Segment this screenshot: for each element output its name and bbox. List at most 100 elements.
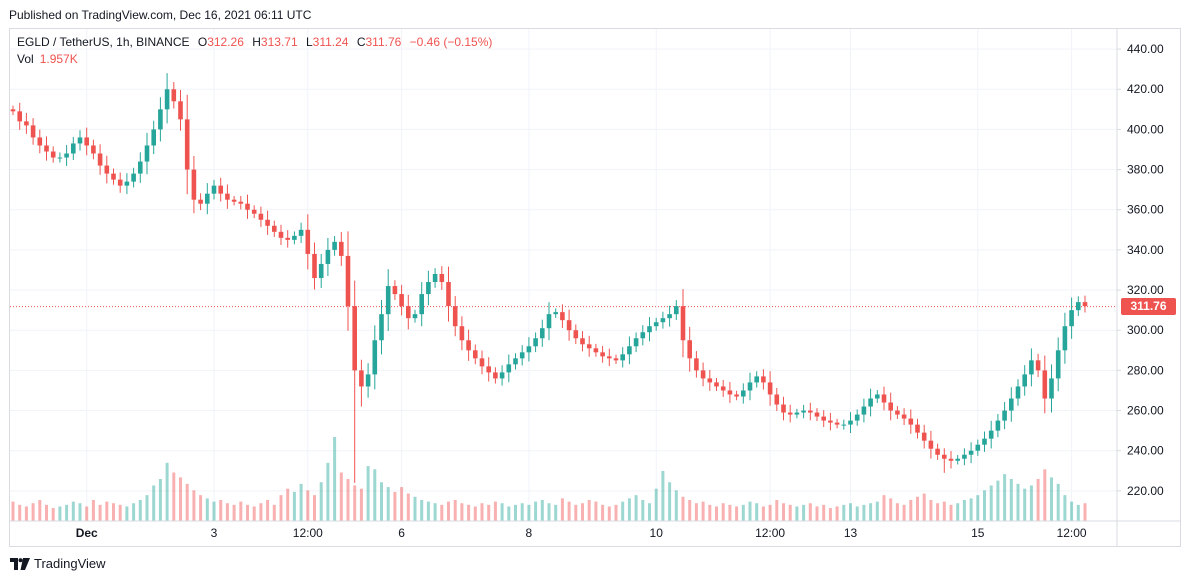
volume-bar — [701, 501, 705, 521]
volume-bar — [78, 503, 82, 521]
candle-body — [620, 354, 625, 361]
symbol-label[interactable]: EGLD / TetherUS, 1h, BINANCE — [17, 35, 190, 49]
time-tick-label: 8 — [526, 526, 533, 540]
candle-body — [928, 440, 934, 449]
candle-body — [586, 344, 592, 349]
volume-bar — [694, 503, 698, 521]
candle-body — [573, 330, 579, 339]
candle-body — [848, 420, 853, 425]
volume-bar — [199, 495, 203, 521]
volume-legend: Vol 1.957K — [17, 52, 78, 66]
volume-bar — [969, 498, 973, 521]
volume-bar — [353, 485, 357, 521]
volume-bar — [755, 503, 759, 521]
volume-bar — [252, 506, 256, 521]
volume-bar — [112, 503, 115, 521]
last-price-tag: 311.76 — [1121, 298, 1176, 315]
volume-bar — [420, 500, 424, 521]
volume-value: 1.957K — [39, 52, 78, 66]
chart-grid — [10, 29, 1117, 521]
volume-bar — [594, 501, 598, 521]
volume-bar — [828, 508, 832, 521]
candle-body — [466, 340, 471, 351]
volume-bar — [333, 437, 337, 521]
candle-body — [741, 390, 746, 397]
chart-legend: EGLD / TetherUS, 1h, BINANCE O312.26 H31… — [17, 35, 492, 49]
volume-bar — [936, 503, 940, 521]
candle-body — [305, 229, 311, 254]
price-tick-label: 420.00 — [1127, 82, 1164, 96]
candle-body — [660, 318, 666, 323]
volume-bar — [634, 495, 638, 521]
tradingview-brand[interactable]: TradingView — [10, 556, 106, 571]
candle-body — [292, 235, 297, 240]
volume-bar — [1036, 479, 1040, 521]
volume-bar — [909, 500, 913, 521]
candle-body — [653, 322, 659, 327]
candle-body — [1042, 370, 1048, 399]
volume-bar — [768, 504, 772, 521]
volume-bar — [681, 496, 685, 521]
volume-bar — [239, 501, 243, 521]
volume-bar — [1056, 483, 1060, 521]
volume-bar — [674, 490, 678, 521]
candle-body — [854, 414, 860, 421]
candle-body — [399, 294, 404, 307]
candle-body — [801, 410, 806, 413]
volume-bar — [225, 503, 229, 521]
candle-body — [117, 179, 123, 186]
volume-bar — [145, 495, 149, 521]
volume-bar — [38, 500, 42, 521]
candle-body — [761, 376, 766, 383]
candle-body — [91, 145, 96, 154]
volume-bar — [1063, 495, 1067, 521]
volume-bar — [862, 504, 866, 521]
low-value: 311.24 — [312, 35, 349, 49]
volume-bar — [165, 462, 169, 521]
volume-bar — [158, 479, 162, 521]
candles — [10, 73, 1088, 483]
candle-body — [339, 241, 344, 256]
volume-bar — [721, 503, 725, 521]
candle-body — [647, 326, 652, 333]
volume-bar — [560, 498, 564, 521]
volume-bar — [574, 504, 578, 521]
candle-body — [131, 173, 136, 182]
volume-bar — [212, 501, 216, 521]
candle-body — [600, 352, 605, 357]
price-tick-label: 280.00 — [1127, 363, 1164, 377]
candle-body — [533, 338, 538, 347]
candle-body — [198, 199, 203, 204]
volume-bar — [125, 506, 129, 521]
candle-body — [479, 358, 485, 367]
volume-bar — [1003, 474, 1007, 521]
close-value: 311.76 — [365, 35, 402, 49]
volume-bar — [782, 503, 785, 521]
candle-body — [560, 312, 565, 321]
volume-bar — [51, 508, 55, 521]
volume-bar — [641, 500, 645, 521]
volume-bar — [949, 504, 953, 521]
volume-bar — [453, 500, 457, 521]
candle-body — [694, 358, 699, 371]
volume-bar — [259, 503, 263, 521]
volume-bar — [380, 482, 383, 521]
volume-bar — [18, 504, 22, 521]
candle-body — [566, 320, 572, 331]
volume-bar — [185, 483, 189, 521]
volume-bar — [815, 506, 819, 521]
volume-bar — [1076, 504, 1080, 521]
candle-body — [372, 340, 378, 375]
time-axis: Dec 3 12:00 6 8 10 12:00 13 15 12:00 — [76, 526, 1087, 540]
volume-bar — [460, 503, 464, 521]
published-caption: Published on TradingView.com, Dec 16, 20… — [9, 8, 312, 22]
change-value: −0.46 (−0.15%) — [409, 35, 493, 49]
candle-body — [24, 121, 29, 126]
candle-body — [808, 410, 813, 413]
candle-body — [124, 181, 130, 186]
volume-bar — [24, 506, 28, 521]
volume-bar — [1009, 479, 1013, 521]
volume-bar — [85, 506, 89, 521]
tradingview-logo-icon — [10, 557, 30, 570]
